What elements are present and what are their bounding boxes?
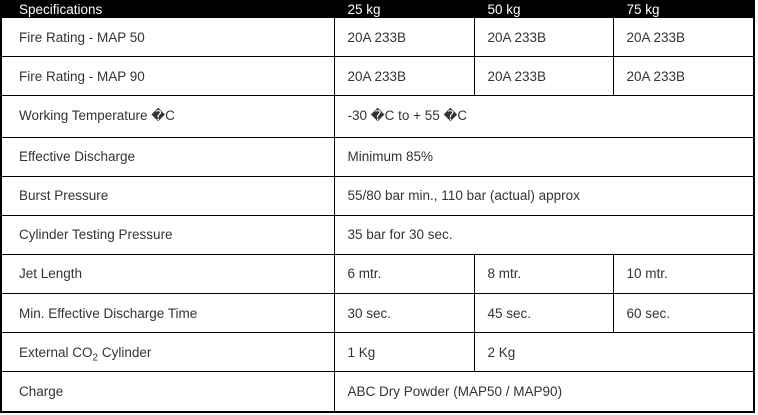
header-cell-25kg: 25 kg: [333, 0, 475, 18]
spec-label-text: External CO: [19, 344, 93, 360]
value-cell: 20A 233B: [333, 56, 475, 97]
table-row: Min. Effective Discharge Time 30 sec. 45…: [0, 292, 755, 334]
table-row: Effective Discharge Minimum 85%: [0, 136, 755, 177]
spec-label-cell: Fire Rating - MAP 90: [0, 56, 335, 97]
header-row: Specifications 25 kg 50 kg 75 kg: [0, 0, 755, 18]
value-cell: 45 sec.: [473, 292, 614, 334]
value-cell: 20A 233B: [333, 16, 475, 58]
value-cell: -30 �C to + 55 �C: [333, 95, 755, 138]
spec-label-cell: External CO2 Cylinder: [0, 332, 335, 373]
spec-label-cell: Cylinder Testing Pressure: [0, 214, 335, 255]
value-cell: 20A 233B: [612, 56, 755, 97]
spec-label-text: Cylinder: [98, 344, 152, 360]
table-row: Fire Rating - MAP 50 20A 233B 20A 233B 2…: [0, 16, 755, 58]
value-cell: 8 mtr.: [473, 253, 614, 294]
value-cell: 35 bar for 30 sec.: [333, 214, 755, 255]
value-cell: 60 sec.: [612, 292, 755, 334]
spec-label-cell: Min. Effective Discharge Time: [0, 292, 335, 334]
value-cell: 10 mtr.: [612, 253, 755, 294]
value-cell: Minimum 85%: [333, 136, 755, 177]
table-row: Burst Pressure 55/80 bar min., 110 bar (…: [0, 175, 755, 216]
table-row: Fire Rating - MAP 90 20A 233B 20A 233B 2…: [0, 56, 755, 97]
table-row: External CO2 Cylinder 1 Kg 2 Kg: [0, 332, 755, 373]
value-cell: 20A 233B: [612, 16, 755, 58]
table-row: Charge ABC Dry Powder (MAP50 / MAP90): [0, 371, 755, 413]
table-row: Jet Length 6 mtr. 8 mtr. 10 mtr.: [0, 253, 755, 294]
value-cell: 20A 233B: [473, 16, 614, 58]
value-cell: 30 sec.: [333, 292, 475, 334]
value-cell: 20A 233B: [473, 56, 614, 97]
header-cell-75kg: 75 kg: [612, 0, 755, 18]
subscript-2: 2: [92, 352, 99, 364]
value-cell: 2 Kg: [473, 332, 755, 373]
spec-label-cell: Working Temperature �C: [0, 95, 335, 138]
value-cell: 55/80 bar min., 110 bar (actual) approx: [333, 175, 755, 216]
table-row: Cylinder Testing Pressure 35 bar for 30 …: [0, 214, 755, 255]
header-cell-specifications: Specifications: [0, 0, 335, 18]
spec-label-cell: Effective Discharge: [0, 136, 335, 177]
value-cell: 6 mtr.: [333, 253, 475, 294]
spec-label-cell: Charge: [0, 371, 335, 413]
header-cell-50kg: 50 kg: [473, 0, 614, 18]
spec-label-cell: Jet Length: [0, 253, 335, 294]
table-row: Working Temperature �C -30 �C to + 55 �C: [0, 95, 755, 138]
value-cell: 1 Kg: [333, 332, 475, 373]
spec-label-cell: Burst Pressure: [0, 175, 335, 216]
spec-label-cell: Fire Rating - MAP 50: [0, 16, 335, 58]
value-cell: ABC Dry Powder (MAP50 / MAP90): [333, 371, 755, 413]
